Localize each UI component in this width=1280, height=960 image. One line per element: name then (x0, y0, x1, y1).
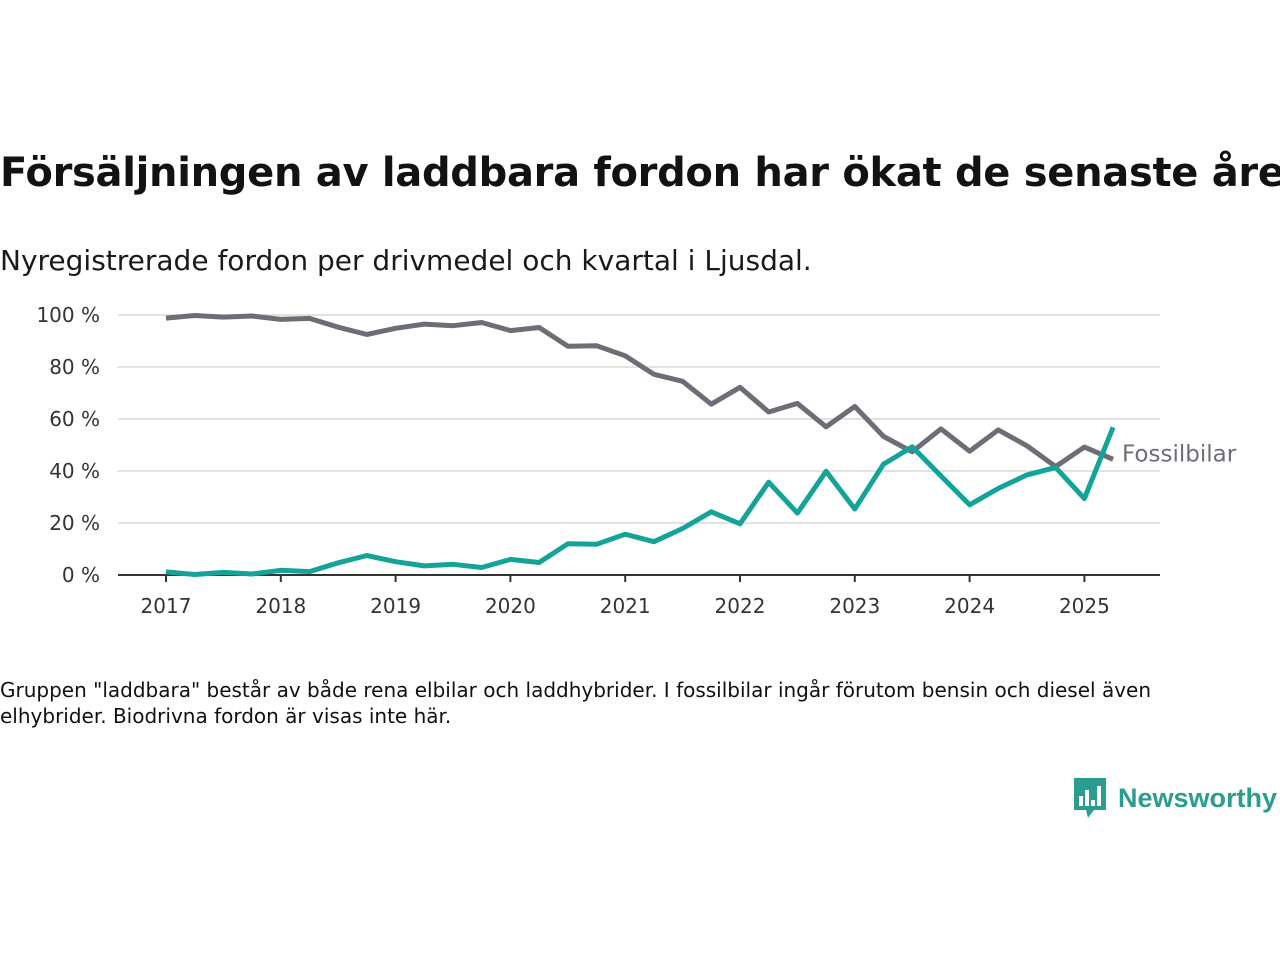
gridlines (118, 314, 1160, 524)
y-tick-label: 0 % (62, 563, 100, 587)
chart-title: Försäljningen av laddbara fordon har öka… (0, 150, 1280, 196)
series-labels: Fossilbilar (1122, 441, 1237, 467)
x-tick-label: 2024 (944, 594, 995, 618)
x-axis: 2017 2018 2019 2020 2021 2022 2023 2024 2025 (118, 574, 1160, 618)
x-tick-label: 2020 (485, 594, 536, 618)
newsworthy-logo[interactable]: Newsworthy (1072, 776, 1277, 820)
brand-name: Newsworthy (1118, 782, 1278, 813)
x-tick-label: 2021 (600, 594, 651, 618)
x-tick-label: 2018 (255, 594, 306, 618)
chart-subtitle: Nyregistrerade fordon per drivmedel och … (0, 244, 812, 277)
series-label-1: Fossilbilar (1122, 441, 1237, 467)
series-line-1 (165, 313, 1115, 470)
y-tick-label: 80 % (49, 355, 100, 379)
y-tick-label: 20 % (49, 511, 100, 535)
x-tick-label: 2017 (141, 594, 192, 618)
y-tick-label: 60 % (49, 407, 100, 431)
x-tick-label: 2022 (715, 594, 766, 618)
series-line-2 (165, 426, 1116, 577)
y-tick-label: 40 % (49, 459, 100, 483)
footnote: Gruppen "laddbara" består av både rena e… (0, 678, 1152, 728)
x-tick-label: 2023 (829, 594, 880, 618)
line-chart: 0 % 20 % 40 % 60 % 80 % 100 % 2017 2018 2019 202… (36, 303, 1237, 618)
series-lines (165, 313, 1116, 577)
y-tick-label: 100 % (36, 303, 100, 327)
x-tick-label: 2019 (370, 594, 421, 618)
x-tick-label: 2025 (1059, 594, 1110, 618)
y-axis: 0 % 20 % 40 % 60 % 80 % 100 % (36, 303, 100, 587)
newsworthy-chart-bubble-icon (1074, 778, 1106, 818)
